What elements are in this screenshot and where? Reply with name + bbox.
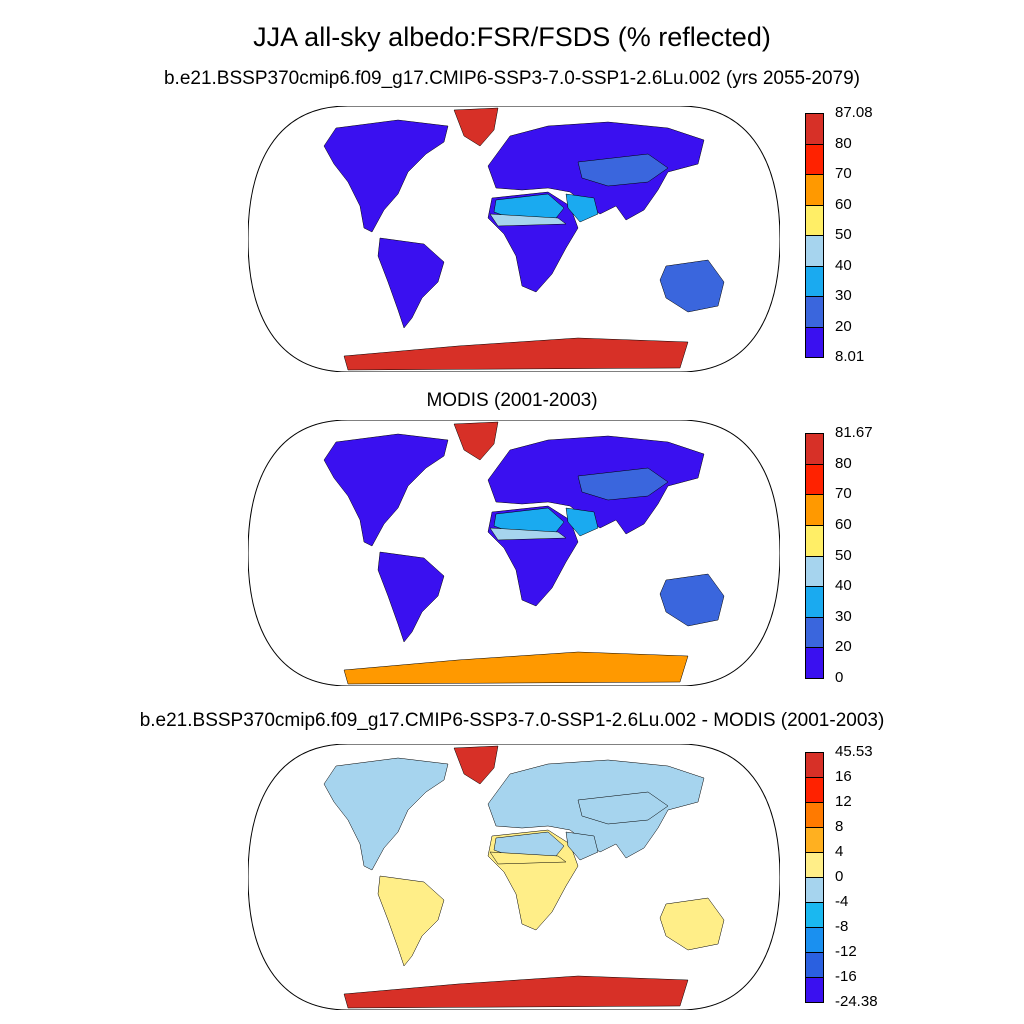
colorbar-label: 50 xyxy=(835,226,852,243)
region-south-america xyxy=(377,551,445,643)
region-greenland xyxy=(453,107,499,147)
colorbar-label: 50 xyxy=(835,546,852,564)
panel-3-map xyxy=(248,744,780,1010)
colorbar-swatch xyxy=(805,494,824,526)
region-greenland xyxy=(453,745,499,785)
panel-3-colorbar: 45.53 16 12 8 4 0 -4 -8 -12 -16 -24.38 xyxy=(805,743,925,1010)
colorbar-label: 60 xyxy=(835,515,852,533)
region-australia xyxy=(659,897,725,951)
colorbar-swatch xyxy=(805,463,824,496)
colorbar-label: 40 xyxy=(835,577,852,595)
colorbar-label: 4 xyxy=(835,843,844,860)
colorbar-label: -24.38 xyxy=(835,993,878,1010)
region-arabia xyxy=(565,193,599,223)
colorbar-label: 70 xyxy=(835,485,852,503)
region-antarctica xyxy=(343,337,689,371)
region-greenland xyxy=(453,421,499,461)
colorbar-swatch xyxy=(805,433,824,465)
colorbar-swatch xyxy=(805,902,824,928)
colorbar-label: 80 xyxy=(835,454,852,472)
region-north-america xyxy=(323,433,449,547)
colorbar-swatch xyxy=(805,852,824,878)
colorbar-swatch xyxy=(805,752,824,778)
colorbar-swatch xyxy=(805,204,824,236)
colorbar-swatch xyxy=(805,647,824,679)
colorbar-swatch xyxy=(805,265,824,297)
colorbar-swatch xyxy=(805,113,824,145)
region-south-america xyxy=(377,237,445,329)
colorbar-label: -16 xyxy=(835,968,857,985)
colorbar-swatch xyxy=(805,296,824,328)
colorbar-label: 20 xyxy=(835,638,852,656)
map-outline xyxy=(248,744,780,1010)
region-sahara-edge xyxy=(489,851,567,865)
panel-2-colorbar: 81.67 80 70 60 50 40 30 20 0 xyxy=(805,424,925,686)
colorbar-swatch xyxy=(805,143,824,175)
colorbar-swatch xyxy=(805,977,824,1003)
colorbar-label: 30 xyxy=(835,607,852,625)
colorbar-swatch xyxy=(805,616,824,649)
colorbar-swatch xyxy=(805,827,824,853)
region-arabia xyxy=(565,831,599,861)
colorbar-label: 80 xyxy=(835,134,852,152)
colorbar-label: 16 xyxy=(835,768,852,785)
map-outline xyxy=(248,420,780,686)
land-layer xyxy=(323,421,725,685)
colorbar-swatch xyxy=(805,326,824,358)
colorbar-label: 8.01 xyxy=(835,348,865,365)
colorbar-swatch xyxy=(805,877,824,903)
colorbar-label: 87.08 xyxy=(835,104,873,121)
region-central-asia xyxy=(577,153,669,187)
colorbar-label: 8 xyxy=(835,818,844,835)
region-central-asia xyxy=(577,467,669,501)
panel-2-map xyxy=(248,420,780,686)
colorbar-label: 40 xyxy=(835,256,852,274)
panel-1-map xyxy=(248,106,780,372)
colorbar-label: 12 xyxy=(835,793,852,810)
colorbar-swatch xyxy=(805,235,824,267)
colorbar-swatch xyxy=(805,952,824,978)
region-north-america xyxy=(323,757,449,871)
land-layer xyxy=(323,107,725,371)
colorbar-label: 60 xyxy=(835,195,852,213)
panel-3-title: b.e21.BSSP370cmip6.f09_g17.CMIP6-SSP3-7.… xyxy=(139,710,885,731)
colorbar-label: -4 xyxy=(835,893,849,910)
colorbar-label: 70 xyxy=(835,165,852,182)
region-arabia xyxy=(565,507,599,537)
colorbar-label: 45.53 xyxy=(835,743,873,760)
panel-1-colorbar: 87.08 80 70 60 50 40 30 20 8.01 xyxy=(805,104,925,365)
region-north-america xyxy=(323,119,449,233)
colorbar-swatch xyxy=(805,555,824,588)
region-antarctica xyxy=(343,975,689,1009)
region-australia xyxy=(659,573,725,627)
region-sahara-edge xyxy=(489,527,567,541)
colorbar-swatch xyxy=(805,586,824,618)
panel-1-title: b.e21.BSSP370cmip6.f09_g17.CMIP6-SSP3-7.… xyxy=(163,68,861,89)
colorbar-swatch xyxy=(805,174,824,206)
colorbar-label: -12 xyxy=(835,943,857,960)
colorbar-swatch xyxy=(805,927,824,953)
colorbar-label: 0 xyxy=(835,868,844,885)
region-sahara-edge xyxy=(489,213,567,227)
colorbar-swatch xyxy=(805,777,824,803)
region-south-america xyxy=(377,875,445,967)
land-layer xyxy=(323,745,725,1009)
region-australia xyxy=(659,259,725,313)
map-outline xyxy=(248,106,780,372)
region-antarctica xyxy=(343,651,689,685)
main-title: JJA all-sky albedo:FSR/FSDS (% reflected… xyxy=(253,22,771,52)
colorbar-label: 81.67 xyxy=(835,424,873,441)
region-central-asia xyxy=(577,791,669,825)
colorbar-label: 30 xyxy=(835,287,852,304)
colorbar-label: 0 xyxy=(835,669,844,686)
panel-2-title: MODIS (2001-2003) xyxy=(426,390,598,411)
colorbar-label: 20 xyxy=(835,317,852,335)
colorbar-swatch xyxy=(805,802,824,828)
colorbar-label: -8 xyxy=(835,918,849,935)
colorbar-swatch xyxy=(805,524,824,557)
